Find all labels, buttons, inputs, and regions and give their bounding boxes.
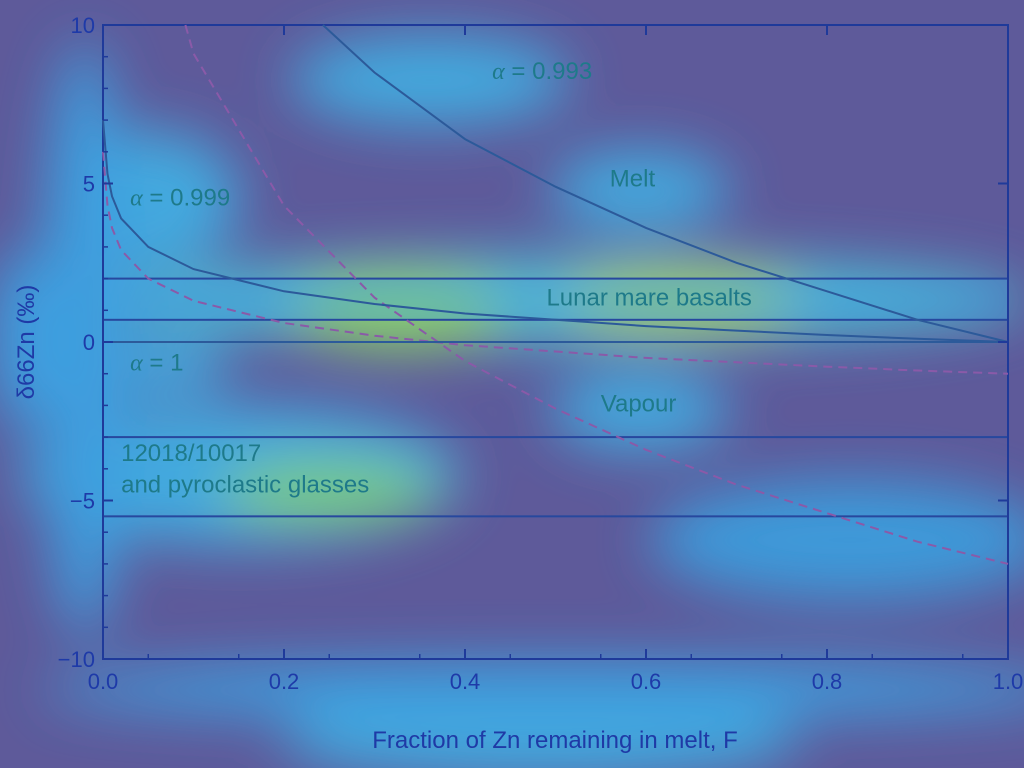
x-tick-label: 0.4 [450, 669, 481, 694]
y-tick-label: −10 [58, 647, 95, 672]
ticks: 0.0 0.2 0.4 0.6 0.8 1.0 10 5 0 −5 −10 [58, 13, 1024, 694]
x-tick-label: 0.6 [631, 669, 662, 694]
x-tick-label: 1.0 [993, 669, 1024, 694]
y-tick-label: 5 [83, 172, 95, 197]
series-line-0 [322, 24, 1009, 343]
y-tick-label: 0 [83, 330, 95, 355]
annotations: α = 0.993 α = 0.999 α = 1 Melt Vapour Lunar m… [121, 58, 752, 499]
series-line-1 [184, 24, 1009, 565]
band-0 [102, 277, 1009, 321]
series [102, 24, 1009, 565]
annotation-4: Vapour [601, 391, 677, 418]
x-tick-label: 0.8 [812, 669, 843, 694]
series-line-3 [102, 151, 1009, 375]
series-line-2 [102, 120, 1009, 343]
annotation-3: Melt [610, 166, 656, 193]
annotation-5: Lunar mare basalts [546, 285, 751, 312]
y-tick-label: −5 [70, 489, 95, 514]
annotation-2: α = 1 [130, 350, 183, 377]
attention-glow [0, 35, 1024, 768]
annotation-0: α = 0.993 [492, 58, 592, 85]
annotation-6: 12018/10017 [121, 440, 261, 467]
y-axis-label: δ66Zn (‰) [13, 285, 40, 400]
y-tick-label: 10 [71, 13, 95, 38]
annotation-1: α = 0.999 [130, 185, 230, 212]
x-axis-label: Fraction of Zn remaining in melt, F [372, 727, 737, 754]
annotation-7: and pyroclastic glasses [121, 472, 369, 499]
x-tick-label: 0.0 [88, 669, 119, 694]
x-tick-label: 0.2 [269, 669, 300, 694]
bands [102, 277, 1009, 518]
